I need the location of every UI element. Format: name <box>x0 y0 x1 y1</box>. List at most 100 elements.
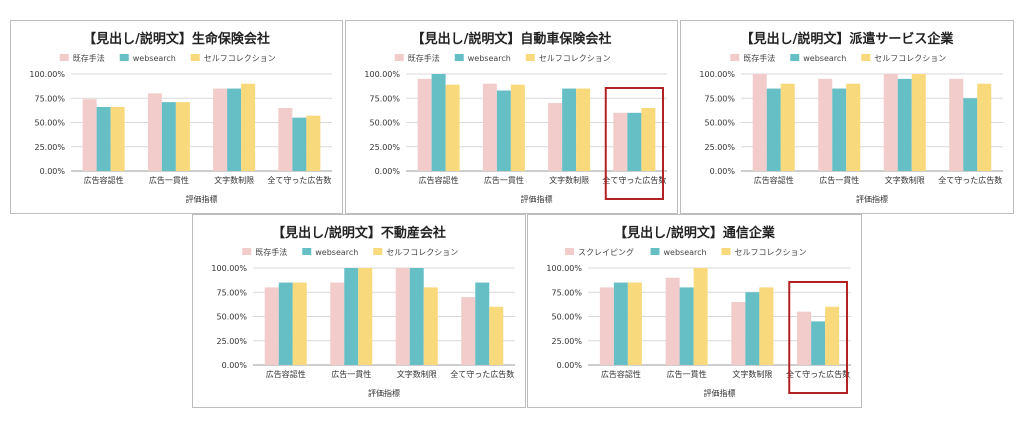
chart-title: 【見出し/説明文】生命保険会社 <box>83 31 270 47</box>
legend-swatch <box>394 54 404 61</box>
bar <box>489 306 504 365</box>
bar <box>241 83 256 171</box>
legend-swatch <box>565 248 574 255</box>
bar <box>759 287 774 365</box>
x-category-label: 広告容認性 <box>419 175 459 185</box>
bar <box>110 106 125 171</box>
bar <box>780 83 795 171</box>
bar <box>846 83 861 171</box>
legend-swatch <box>730 54 740 61</box>
y-tick-label: 0.00% <box>557 361 583 370</box>
legend-swatch <box>454 54 464 61</box>
bar <box>330 282 345 365</box>
y-tick-label: 75.00% <box>369 94 400 103</box>
y-tick-label: 100.00% <box>546 264 582 273</box>
y-tick-label: 100.00% <box>29 70 65 79</box>
x-axis-title: 評価指標 <box>856 194 888 204</box>
legend-swatch <box>302 248 312 255</box>
bar <box>883 74 898 171</box>
bar <box>409 268 424 365</box>
bar <box>445 84 460 171</box>
x-category-label: 全て守った広告数 <box>938 175 1002 185</box>
bar <box>548 103 563 171</box>
x-category-label: 文字数制限 <box>885 175 925 185</box>
bar <box>82 99 97 171</box>
bar <box>977 83 992 171</box>
x-axis-title: 評価指標 <box>704 388 736 398</box>
bar <box>752 74 767 171</box>
legend-label: websearch <box>664 248 707 257</box>
y-tick-label: 25.00% <box>551 337 582 346</box>
legend-swatch <box>861 54 871 61</box>
y-tick-label: 50.00% <box>551 313 582 322</box>
legend-swatch <box>373 248 383 255</box>
legend-swatch <box>650 248 660 255</box>
chart-title: 【見出し/説明文】自動車保険会社 <box>412 31 612 47</box>
legend-swatch <box>721 248 731 255</box>
bar <box>482 83 497 171</box>
bar <box>731 301 746 365</box>
y-tick-label: 50.00% <box>704 119 735 128</box>
chart-title: 【見出し/説明文】通信企業 <box>614 225 776 241</box>
bar <box>496 90 511 171</box>
bar <box>963 98 978 171</box>
legend-label: 既存手法 <box>255 247 287 257</box>
legend-label: セルフコレクション <box>735 248 807 257</box>
y-tick-label: 50.00% <box>369 119 400 128</box>
y-tick-label: 25.00% <box>704 143 735 152</box>
y-tick-label: 0.00% <box>375 167 401 176</box>
legend-swatch <box>59 54 69 61</box>
x-category-label: 全て守った広告数 <box>786 369 850 379</box>
y-tick-label: 75.00% <box>704 94 735 103</box>
bar <box>161 102 176 171</box>
bar <box>461 297 476 365</box>
bar <box>911 74 926 171</box>
x-category-label: 文字数制限 <box>214 175 254 185</box>
legend-label: セルフコレクション <box>874 54 946 63</box>
bar <box>175 102 190 171</box>
bar <box>897 78 912 171</box>
x-category-label: 文字数制限 <box>732 369 772 379</box>
x-category-label: 広告一貫性 <box>667 369 707 379</box>
legend-label: セルフコレクション <box>386 248 458 257</box>
bar <box>147 93 162 171</box>
y-tick-label: 50.00% <box>34 119 65 128</box>
legend-swatch <box>525 54 535 61</box>
bar <box>431 74 446 171</box>
y-tick-label: 25.00% <box>369 143 400 152</box>
x-category-label: 広告容認性 <box>754 175 794 185</box>
bar <box>278 282 293 365</box>
x-category-label: 広告一貫性 <box>149 175 189 185</box>
bar <box>344 268 359 365</box>
bar <box>306 115 321 171</box>
bar <box>292 117 307 171</box>
bar <box>358 268 373 365</box>
bar <box>766 88 781 171</box>
legend-swatch <box>190 54 200 61</box>
x-category-label: 全て守った広告数 <box>450 369 514 379</box>
bar <box>423 287 438 365</box>
bar <box>96 106 111 171</box>
legend-swatch <box>790 54 800 61</box>
x-category-label: 全て守った広告数 <box>267 175 331 185</box>
legend-label: スクレイピング <box>578 247 634 257</box>
x-axis-title: 評価指標 <box>368 388 400 398</box>
y-tick-label: 0.00% <box>222 361 248 370</box>
y-tick-label: 0.00% <box>710 167 736 176</box>
bar <box>627 112 642 171</box>
x-category-label: 広告容認性 <box>266 369 306 379</box>
bar <box>665 277 680 365</box>
chart-panel-telecom: 【見出し/説明文】通信企業スクレイピング websearch セルフコレクション 0.… <box>527 214 862 408</box>
x-category-label: 文字数制限 <box>397 369 437 379</box>
chart-title: 【見出し/説明文】派遣サービス企業 <box>741 31 955 47</box>
bar <box>745 292 760 365</box>
x-axis-title: 評価指標 <box>186 194 218 204</box>
legend-swatch <box>119 54 129 61</box>
highlight-box <box>604 87 664 200</box>
y-tick-label: 25.00% <box>34 143 65 152</box>
bar <box>213 88 228 171</box>
